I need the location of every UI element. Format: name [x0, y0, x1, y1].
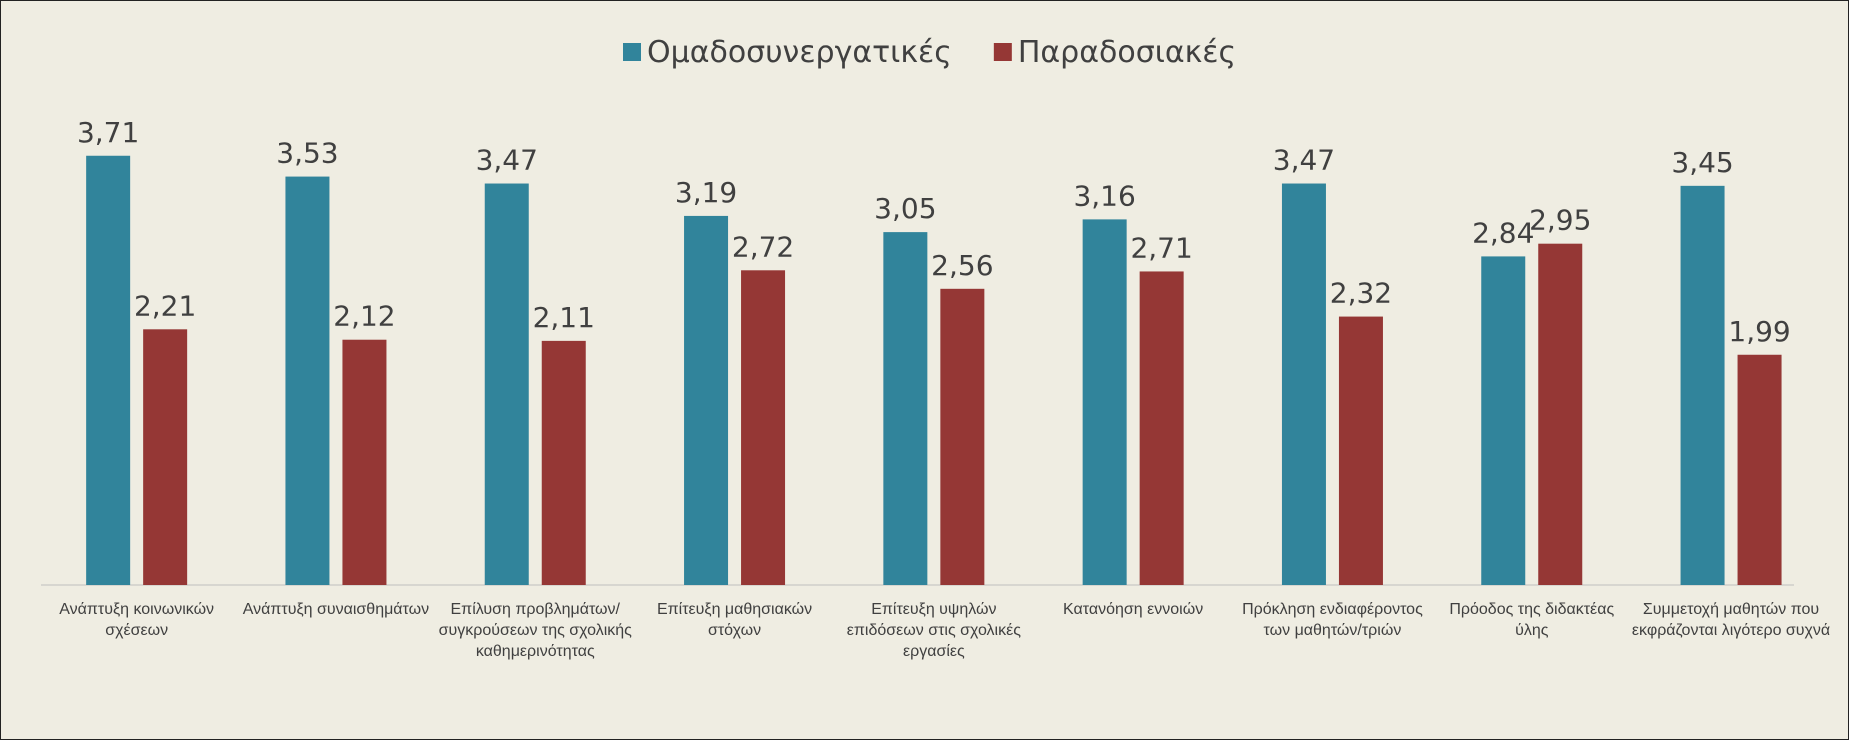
data-label: 2,72 [732, 230, 794, 263]
data-label: 2,56 [931, 249, 993, 282]
legend-label: Παραδοσιακές [1018, 35, 1236, 70]
data-label: 2,11 [533, 301, 595, 334]
data-label: 3,71 [77, 116, 139, 149]
x-tick-label: Επίλυση προβλημάτων/συγκρούσεων της σχολ… [438, 601, 632, 660]
bar [285, 176, 330, 586]
bar [143, 329, 188, 585]
bar [1281, 183, 1326, 585]
bar [684, 215, 729, 586]
legend-swatch [993, 43, 1012, 61]
data-label: 2,32 [1330, 277, 1392, 310]
x-tick-label: Επίτευξη υψηλών επιδόσεων στις σχολικές … [846, 601, 1021, 660]
bar [741, 270, 786, 585]
data-label: 3,45 [1671, 146, 1733, 179]
bar [1538, 243, 1583, 585]
bar [1082, 219, 1127, 585]
data-label: 1,99 [1728, 315, 1790, 348]
data-label: 3,19 [675, 176, 737, 209]
bar [940, 288, 985, 585]
data-label: 2,71 [1130, 231, 1192, 264]
data-label: 3,16 [1073, 179, 1135, 212]
legend-swatch [623, 43, 641, 61]
x-tick-label: Πρόοδος της διδακτέας ύλης [1449, 601, 1615, 639]
bar [1338, 316, 1383, 585]
x-tick-label: Κατανόηση εννοιών [1063, 601, 1204, 618]
bar [1737, 354, 1782, 585]
data-label: 3,47 [1273, 144, 1335, 177]
data-label: 2,95 [1529, 204, 1591, 237]
x-tick-label: Ανάπτυξη συναισθημάτων [242, 601, 430, 618]
bar [1139, 271, 1184, 585]
bar [1680, 185, 1725, 585]
bar [541, 340, 586, 585]
data-label: 2,21 [134, 289, 196, 322]
x-tick-label: Ανάπτυξη κοινωνικών σχέσεων [59, 601, 215, 639]
data-label: 3,47 [476, 144, 538, 177]
x-tick-label: Επίτευξη μαθησιακών στόχων [656, 601, 813, 639]
legend-label: Ομαδοσυνεργατικές [647, 35, 952, 70]
data-label: 2,12 [333, 300, 395, 333]
bar [86, 155, 131, 586]
data-label: 2,84 [1472, 216, 1534, 249]
x-tick-label: Συμμετοχή μαθητών που εκφράζονται λιγότε… [1631, 601, 1831, 639]
bar [1481, 256, 1526, 585]
data-label: 3,05 [874, 192, 936, 225]
bar [342, 339, 387, 585]
data-label: 3,53 [276, 137, 338, 170]
x-tick-label: Πρόκληση ενδιαφέροντος των μαθητών/τριών [1242, 601, 1423, 639]
bar [883, 232, 928, 586]
bar [484, 183, 529, 585]
